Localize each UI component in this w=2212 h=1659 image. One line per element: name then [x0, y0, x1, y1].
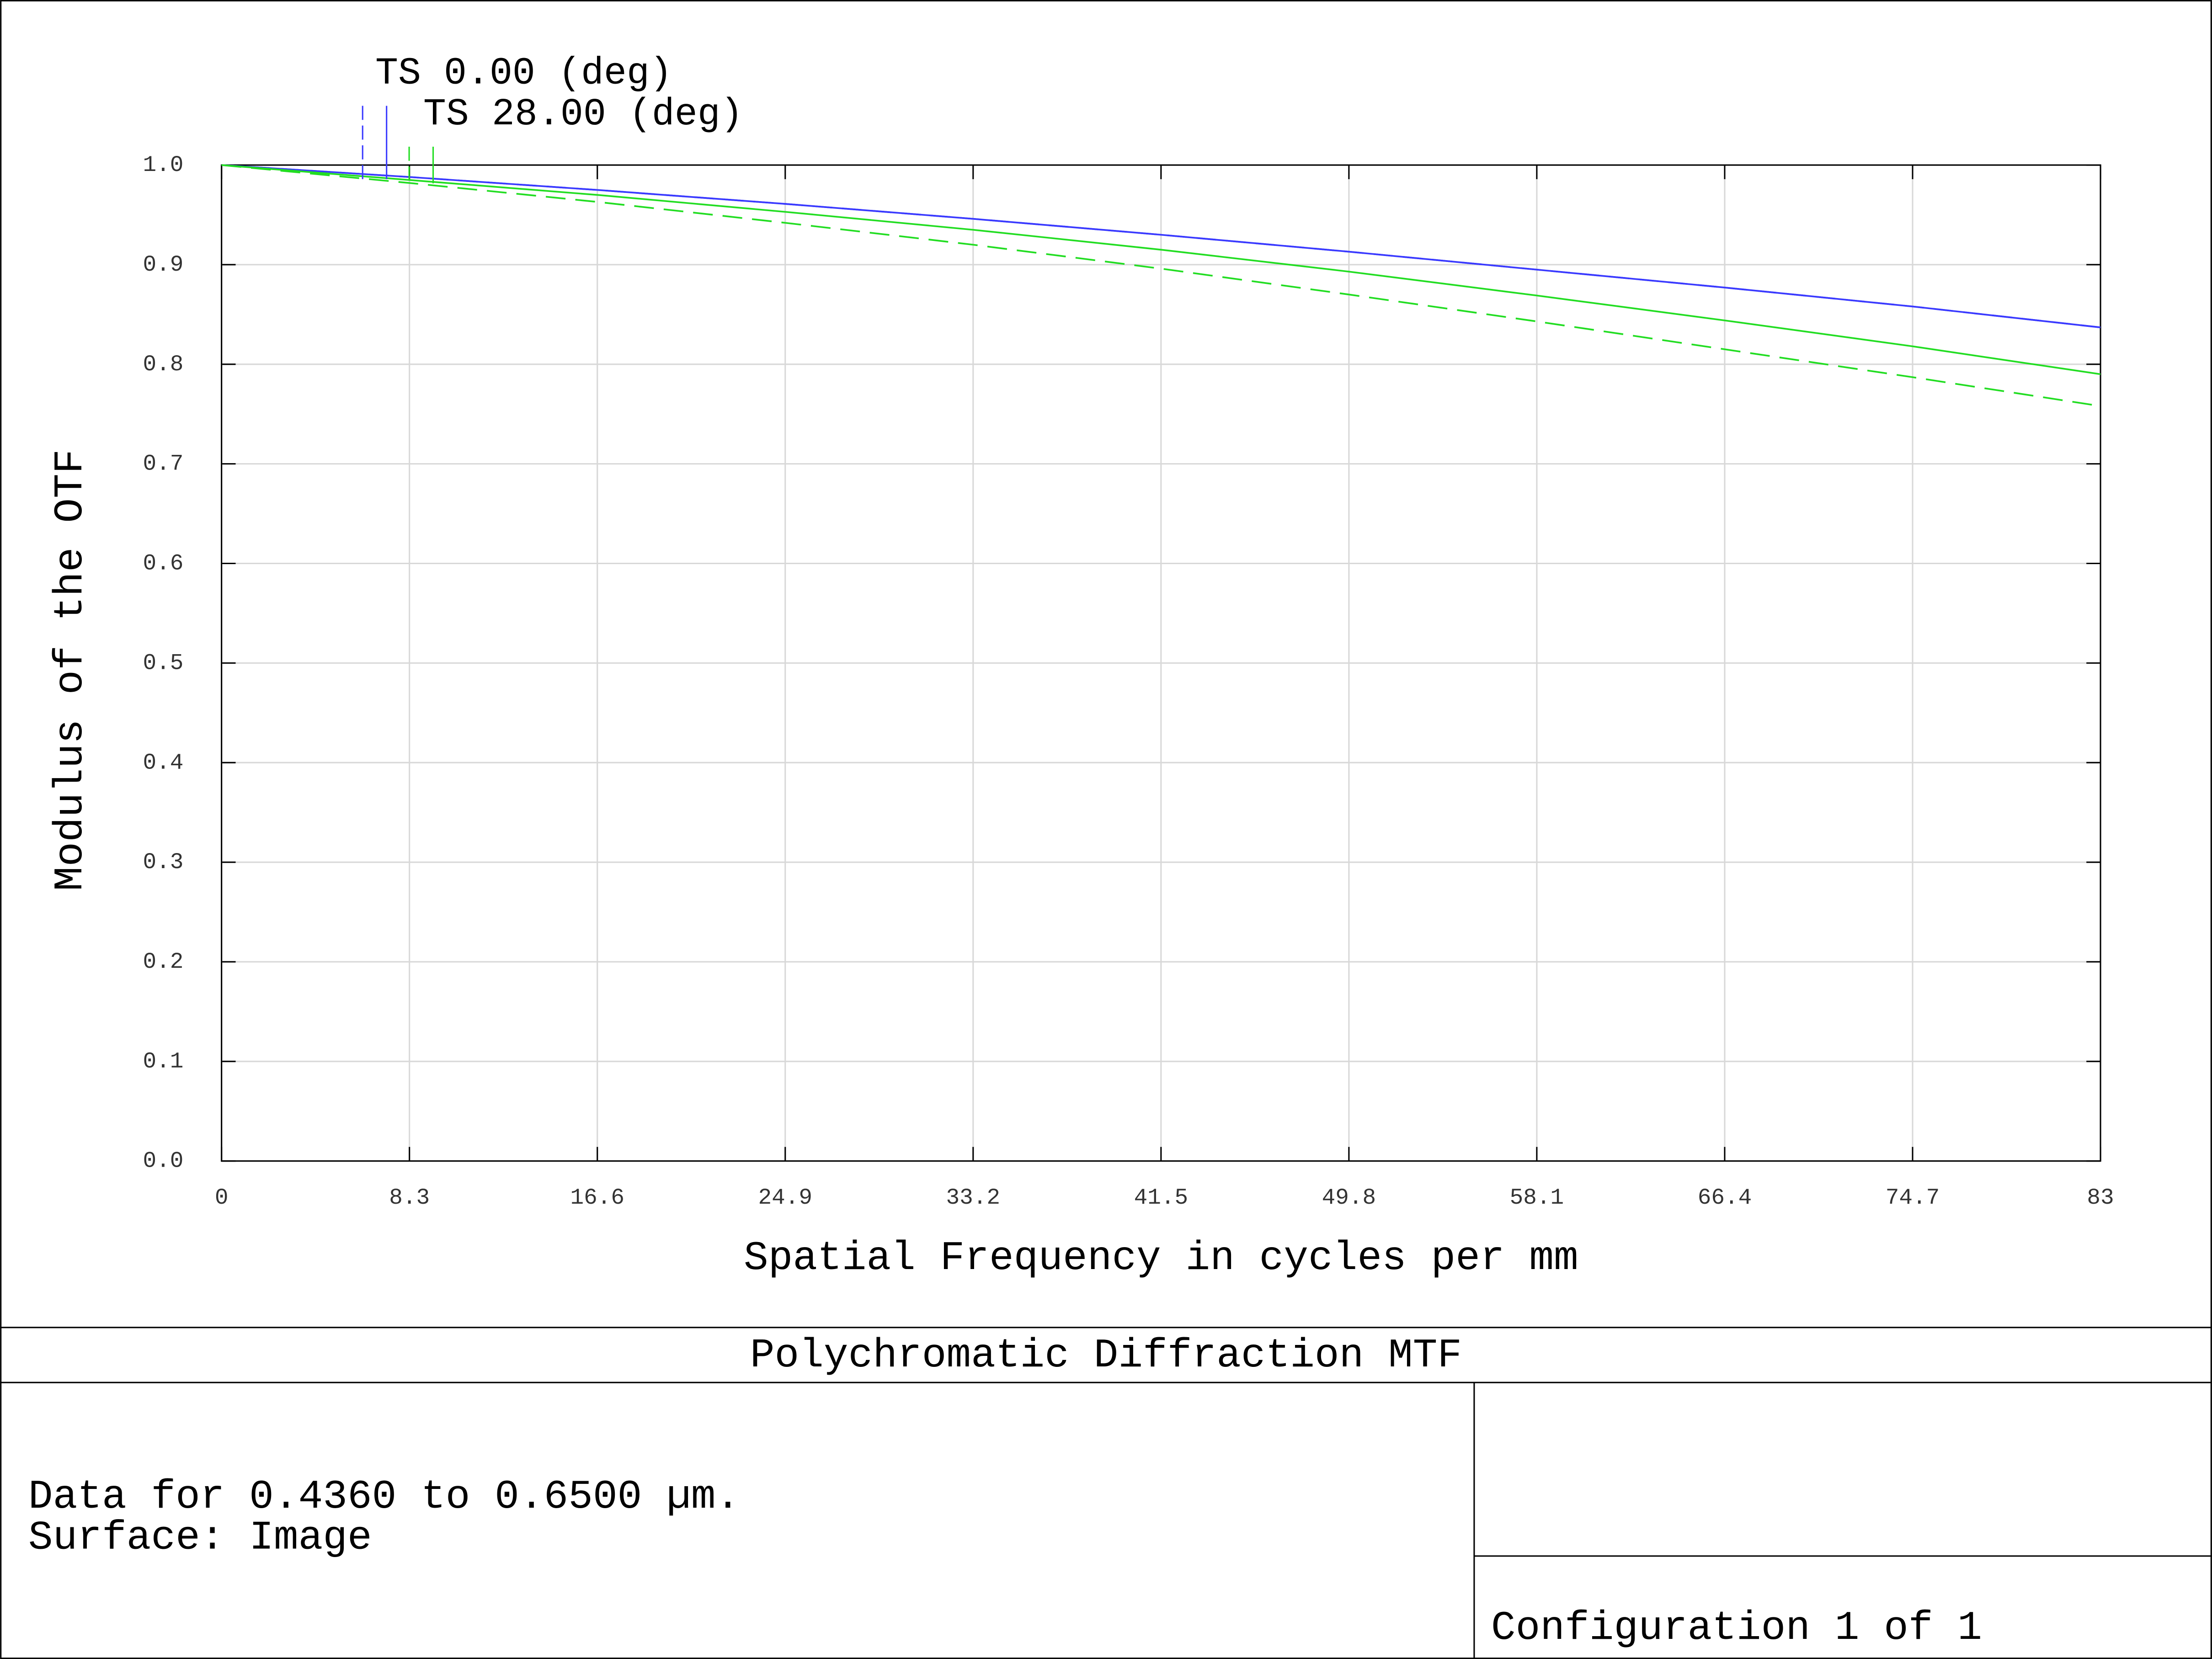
x-tick-label: 33.2 [946, 1185, 1000, 1211]
y-tick-label: 0.9 [143, 252, 183, 277]
x-axis-label: Spatial Frequency in cycles per mm [744, 1235, 1578, 1281]
x-tick-label: 24.9 [758, 1185, 812, 1211]
legend-label: TS 28.00 (deg) [423, 93, 743, 136]
y-tick-label: 0.4 [143, 750, 183, 775]
tangential-line [221, 164, 2101, 329]
x-tick-label: 8.3 [389, 1185, 430, 1211]
sagittal-line [221, 164, 2101, 407]
x-tick-label: 16.6 [570, 1185, 624, 1211]
y-tick-label: 1.0 [143, 152, 183, 178]
x-tick-label: 0 [215, 1185, 229, 1211]
x-tick-label: 83 [2087, 1185, 2114, 1211]
y-tick-label: 0.6 [143, 551, 183, 576]
x-tick-label: 41.5 [1134, 1185, 1188, 1211]
y-tick-label: 0.2 [143, 949, 183, 975]
plot-frame [221, 164, 2101, 1162]
x-tick-label: 58.1 [1510, 1185, 1564, 1211]
y-tick-label: 0.3 [143, 849, 183, 875]
x-tick-label: 49.8 [1322, 1185, 1376, 1211]
y-axis-label: Modulus of the OTF [47, 449, 94, 891]
configuration: Configuration 1 of 1 [1491, 1605, 1982, 1651]
info-line: Data for 0.4360 to 0.6500 µm. [28, 1473, 740, 1520]
y-tick-label: 0.5 [143, 650, 183, 676]
y-tick-label: 0.0 [143, 1148, 183, 1174]
y-tick-label: 0.7 [143, 451, 183, 477]
x-tick-label: 66.4 [1698, 1185, 1752, 1211]
legend-label: TS 0.00 (deg) [375, 52, 672, 95]
y-tick-label: 0.8 [143, 352, 183, 377]
y-tick-label: 0.1 [143, 1049, 183, 1074]
chart-title: Polychromatic Diffraction MTF [750, 1332, 1462, 1379]
info-line: Surface: Image [28, 1514, 372, 1561]
x-tick-label: 74.7 [1886, 1185, 1940, 1211]
tangential-line [221, 164, 2101, 375]
